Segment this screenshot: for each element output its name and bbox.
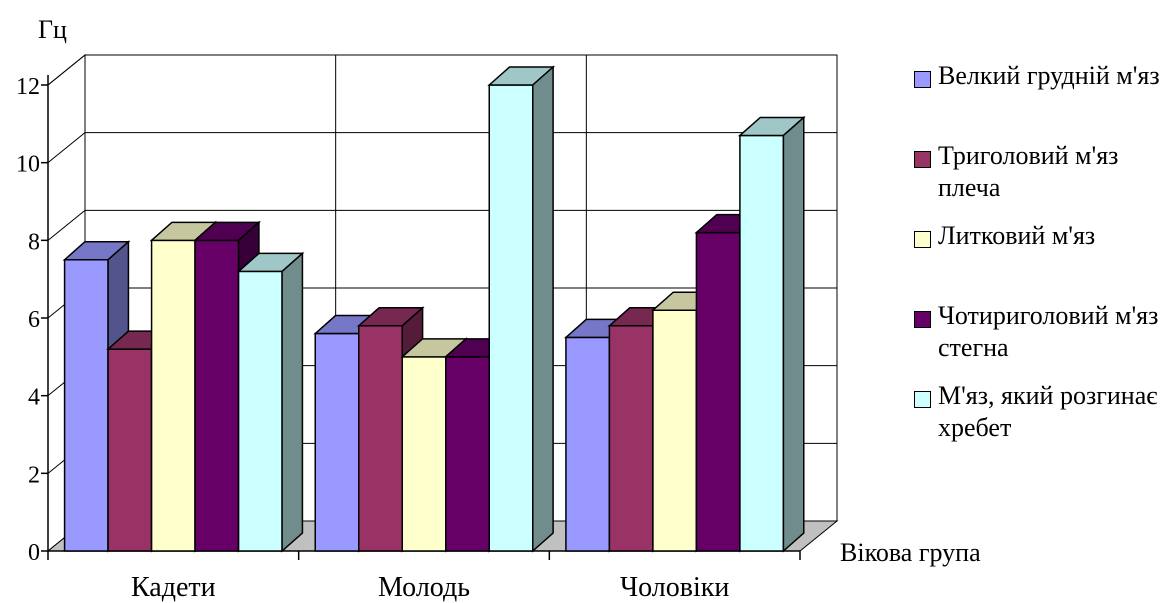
y-tick-label: 8 — [28, 229, 40, 255]
legend-swatch — [914, 391, 931, 408]
legend-label: Триголовий м'яз плеча — [938, 141, 1119, 202]
y-tick-labels: 0 2 4 6 8 10 12 — [16, 74, 40, 566]
bar-side — [532, 65, 554, 553]
chart-bars — [62, 65, 806, 553]
bar-front — [488, 84, 534, 552]
bar-front — [695, 231, 741, 552]
x-category-labels: Кадети Молодь Чоловіки — [131, 572, 729, 603]
y-axis-label: Гц — [38, 15, 67, 44]
legend-swatch — [914, 151, 931, 168]
x-category-label: Чоловіки — [620, 572, 729, 603]
bar-front — [63, 259, 109, 552]
legend-label: М'яз, який розгинає хребет — [938, 381, 1158, 442]
bar-front — [565, 336, 611, 552]
bar-front — [608, 325, 654, 552]
legend-swatch — [914, 71, 931, 88]
bar-front — [194, 239, 240, 552]
x-axis-label: Вікова група — [840, 538, 981, 567]
bar — [236, 251, 305, 553]
legend-label: Литковий м'яз — [938, 221, 1096, 250]
x-category-label: Молодь — [378, 572, 470, 603]
legend-swatch — [914, 311, 931, 328]
bar-front — [739, 134, 785, 552]
bar-front — [401, 356, 447, 552]
bar-side — [281, 251, 304, 553]
bar-front — [445, 356, 490, 552]
y-tick-label: 10 — [16, 152, 40, 178]
x-category-label: Кадети — [131, 572, 216, 603]
bar-front — [358, 325, 403, 552]
bar-front — [107, 348, 153, 552]
bar-front — [237, 270, 283, 552]
bar-side — [782, 115, 805, 553]
legend-swatch — [914, 231, 931, 248]
y-tick-label: 0 — [28, 540, 40, 566]
y-tick-label: 4 — [28, 385, 40, 411]
legend-label: Велкий грудній м'яз — [938, 61, 1160, 90]
bar-front — [652, 309, 698, 552]
y-tick-label: 12 — [16, 74, 40, 100]
legend-label: Чотириголовий м'яз стегна — [938, 301, 1159, 362]
y-tick-label: 6 — [28, 307, 40, 333]
bar-front — [150, 239, 196, 552]
bar-front — [314, 332, 360, 552]
y-tick-label: 2 — [28, 462, 40, 488]
bar — [737, 115, 806, 553]
bar — [487, 65, 556, 553]
